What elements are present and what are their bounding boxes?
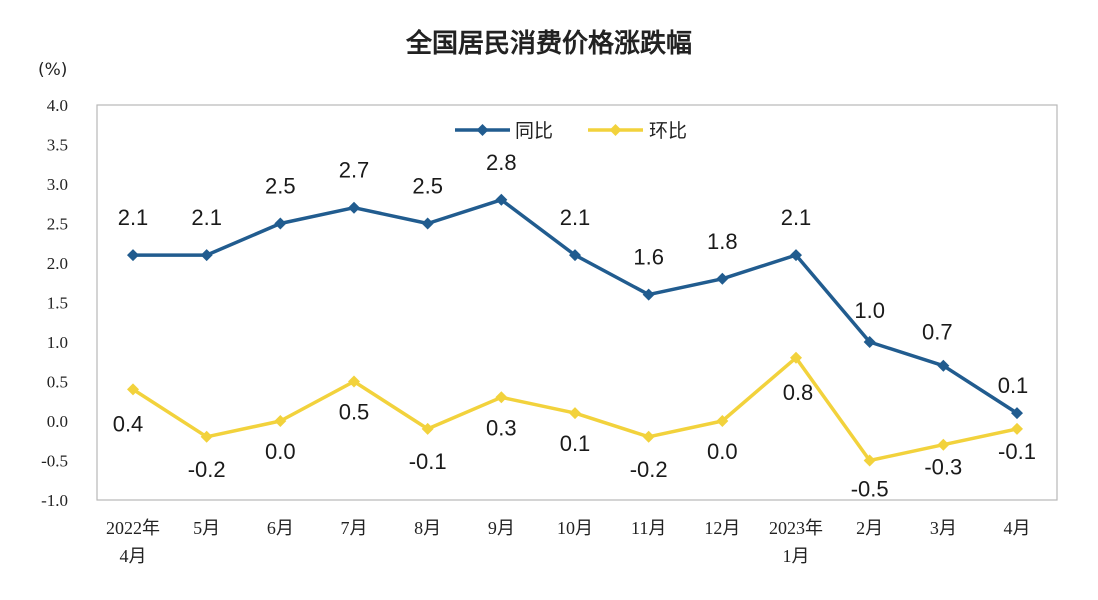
legend-item-tongbi: 同比 bbox=[455, 120, 553, 142]
data-label-huanbi: 0.0 bbox=[265, 439, 296, 464]
data-label-huanbi: -0.3 bbox=[924, 455, 962, 480]
data-point-huanbi bbox=[274, 415, 287, 427]
data-point-tongbi bbox=[642, 288, 655, 301]
data-label-tongbi: 2.1 bbox=[560, 205, 591, 230]
y-tick-label: 0.5 bbox=[47, 373, 68, 392]
y-tick-label: 4.0 bbox=[47, 96, 68, 115]
data-label-tongbi: 2.8 bbox=[486, 150, 517, 175]
data-label-tongbi: 1.6 bbox=[633, 245, 664, 270]
data-label-huanbi: -0.2 bbox=[630, 457, 668, 482]
x-tick-label: 2022年 4月 bbox=[106, 518, 160, 566]
x-tick-label: 10月 bbox=[557, 518, 593, 538]
data-label-huanbi: 0.5 bbox=[339, 400, 370, 425]
data-point-tongbi bbox=[1011, 407, 1023, 420]
y-axis-ticks: 4.0 3.5 3.0 2.5 2.0 1.5 1.0 0.5 0.0 -0.5 -1.0 bbox=[41, 96, 68, 510]
legend-item-huanbi: 环比 bbox=[588, 120, 687, 142]
data-label-huanbi: -0.2 bbox=[188, 457, 226, 482]
y-tick-label: 3.5 bbox=[47, 136, 68, 155]
data-label-tongbi: 1.8 bbox=[707, 229, 738, 254]
data-point-huanbi bbox=[348, 375, 360, 388]
y-tick-label: 1.5 bbox=[47, 294, 68, 313]
x-tick-label: 4月 bbox=[1004, 518, 1031, 538]
data-label-tongbi: 2.7 bbox=[339, 158, 370, 183]
data-labels: 2.1 2.1 2.5 2.7 2.5 2.8 2.1 1.6 1.8 2.1 1.0 0.7 0.1 0… bbox=[113, 150, 1036, 502]
data-point-huanbi bbox=[863, 454, 876, 467]
y-tick-label: -1.0 bbox=[41, 491, 68, 510]
data-point-huanbi bbox=[716, 415, 729, 427]
data-label-huanbi: 0.1 bbox=[560, 431, 591, 456]
data-point-tongbi bbox=[863, 336, 876, 348]
x-tick-label: 9月 bbox=[488, 518, 515, 538]
data-point-huanbi bbox=[200, 430, 213, 443]
data-label-huanbi: 0.3 bbox=[486, 415, 517, 440]
legend-marker-tongbi bbox=[476, 124, 489, 136]
y-unit-label: (%) bbox=[38, 60, 67, 80]
data-point-huanbi bbox=[790, 351, 802, 364]
y-tick-label: 2.5 bbox=[47, 215, 68, 234]
data-label-tongbi: 2.1 bbox=[118, 205, 149, 230]
x-tick-label: 6月 bbox=[267, 518, 294, 538]
data-label-tongbi: 0.7 bbox=[922, 320, 953, 345]
data-label-tongbi: 1.0 bbox=[854, 298, 885, 323]
y-tick-label: 3.0 bbox=[47, 175, 68, 194]
y-tick-label: 0.0 bbox=[47, 412, 68, 431]
data-point-huanbi bbox=[127, 383, 139, 396]
plot-frame bbox=[96, 104, 1058, 501]
data-point-tongbi bbox=[127, 249, 139, 262]
data-label-huanbi: -0.1 bbox=[998, 439, 1036, 464]
data-point-tongbi bbox=[716, 272, 729, 285]
data-label-tongbi: 0.1 bbox=[998, 373, 1029, 398]
data-point-huanbi bbox=[937, 438, 950, 451]
data-label-huanbi: 0.8 bbox=[783, 380, 814, 405]
x-tick-label: 7月 bbox=[341, 518, 368, 538]
legend: 同比 环比 bbox=[455, 120, 687, 142]
data-point-huanbi bbox=[642, 430, 655, 443]
x-tick-label: 5月 bbox=[193, 518, 220, 538]
x-axis-ticks: 2022年 4月 5月 6月 7月 8月 9月 10月 11月 12月 2023年 1月 2月 3月 4月 bbox=[106, 518, 1031, 566]
legend-marker-huanbi bbox=[609, 124, 622, 136]
x-tick-label: 2月 bbox=[856, 518, 883, 538]
x-tick-label: 8月 bbox=[414, 518, 441, 538]
data-point-huanbi bbox=[421, 422, 434, 435]
data-point-tongbi bbox=[274, 217, 287, 230]
x-tick-label: 11月 bbox=[631, 518, 666, 538]
legend-label-tongbi: 同比 bbox=[515, 120, 553, 142]
data-point-tongbi bbox=[200, 249, 213, 262]
data-label-huanbi: 0.0 bbox=[707, 439, 738, 464]
data-label-huanbi: -0.5 bbox=[851, 477, 889, 502]
data-point-tongbi bbox=[937, 359, 950, 372]
data-point-tongbi bbox=[569, 249, 581, 262]
data-label-tongbi: 2.5 bbox=[412, 174, 443, 199]
x-tick-label: 2023年 1月 bbox=[769, 518, 823, 566]
data-point-tongbi bbox=[495, 193, 508, 206]
data-point-huanbi bbox=[1011, 422, 1023, 435]
data-point-tongbi bbox=[790, 249, 802, 262]
data-point-tongbi bbox=[348, 201, 360, 214]
series-layer bbox=[127, 193, 1023, 467]
data-point-huanbi bbox=[569, 407, 581, 420]
x-tick-label: 3月 bbox=[930, 518, 957, 538]
y-tick-label: 1.0 bbox=[47, 333, 68, 352]
y-tick-label: -0.5 bbox=[41, 452, 68, 471]
y-tick-label: 2.0 bbox=[47, 254, 68, 273]
chart-title: 全国居民消费价格涨跌幅 bbox=[405, 28, 692, 59]
data-label-tongbi: 2.1 bbox=[781, 205, 812, 230]
data-label-tongbi: 2.1 bbox=[191, 205, 222, 230]
data-label-tongbi: 2.5 bbox=[265, 174, 296, 199]
legend-label-huanbi: 环比 bbox=[649, 120, 687, 142]
x-tick-label: 12月 bbox=[704, 518, 740, 538]
data-label-huanbi: -0.1 bbox=[409, 449, 447, 474]
data-point-tongbi bbox=[421, 217, 434, 230]
data-point-huanbi bbox=[495, 391, 508, 404]
data-label-huanbi: 0.4 bbox=[113, 411, 144, 436]
